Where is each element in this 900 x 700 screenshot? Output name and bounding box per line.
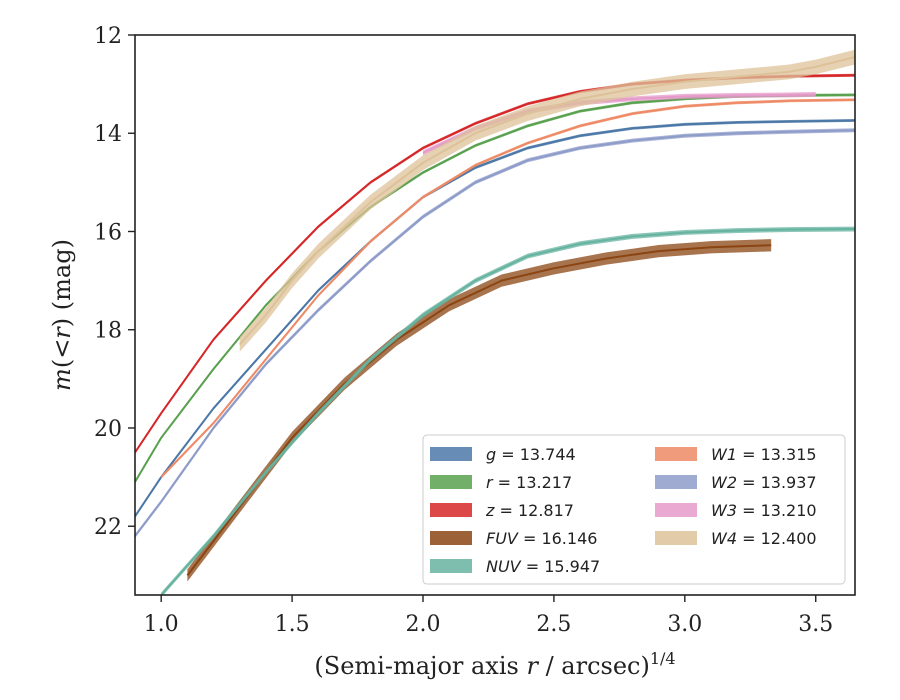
- series-line-w4: [238, 56, 855, 346]
- y-axis-label: m(<r) (mag): [48, 239, 76, 391]
- legend-label-g: g = 13.744: [486, 445, 576, 464]
- legend-label-r: r = 13.217: [486, 473, 572, 492]
- legend-swatch-w1: [655, 447, 697, 461]
- legend-swatch-z: [430, 503, 472, 517]
- legend-swatch-fuv: [430, 531, 472, 545]
- x-tick-label: 2.5: [536, 612, 571, 637]
- legend-label-w3: W3 = 13.210: [711, 501, 817, 520]
- x-tick-label: 2.0: [406, 612, 441, 637]
- y-tick-label: 16: [94, 220, 122, 245]
- series-line-w2: [135, 129, 855, 537]
- legend-box: [422, 434, 846, 585]
- series-layer: [135, 49, 855, 595]
- legend: g = 13.744 r = 13.217 z = 12.817 FUV = 16.1…: [422, 434, 846, 585]
- series-line-fuv: [186, 244, 772, 577]
- legend-label-nuv: NUV = 15.947: [486, 557, 600, 576]
- band-w4-uncertainty: [239, 49, 855, 352]
- legend-items: g = 13.744 r = 13.217 z = 12.817 FUV = 16.1…: [430, 445, 817, 576]
- series-line-nuv: [160, 228, 855, 595]
- x-tick-label: 3.5: [798, 612, 833, 637]
- y-tick-label: 20: [94, 417, 122, 442]
- series-line-g: [135, 119, 855, 517]
- y-tick-label: 12: [94, 24, 122, 49]
- plot-frame: [134, 34, 856, 596]
- y-tick-label: 14: [94, 122, 122, 147]
- legend-swatch-r: [430, 475, 472, 489]
- legend-label-z: z = 12.817: [485, 501, 574, 520]
- legend-label-w4: W4 = 12.400: [711, 529, 817, 548]
- legend-swatch-nuv: [430, 559, 472, 573]
- x-tick-label: 1.5: [275, 612, 310, 637]
- x-tick-label: 3.0: [667, 612, 702, 637]
- legend-swatch-g: [430, 447, 472, 461]
- series-line-w1: [160, 98, 855, 478]
- legend-label-w1: W1 = 13.315: [711, 445, 817, 464]
- legend-swatch-w4: [655, 531, 697, 545]
- x-axis-label: (Semi-major axis r / arcsec)1/4: [314, 649, 675, 680]
- legend-label-fuv: FUV = 16.146: [486, 529, 597, 548]
- x-axis-ticks: 1.0 1.5 2.0 2.5 3.0 3.5: [144, 595, 833, 637]
- legend-label-w2: W2 = 13.937: [711, 473, 817, 492]
- y-axis-ticks: 12 14 16 18 20 22: [94, 24, 135, 540]
- legend-swatch-w3: [655, 503, 697, 517]
- y-tick-label: 22: [94, 515, 122, 540]
- y-tick-label: 18: [94, 319, 122, 344]
- x-tick-label: 1.0: [144, 612, 179, 637]
- legend-swatch-w2: [655, 475, 697, 489]
